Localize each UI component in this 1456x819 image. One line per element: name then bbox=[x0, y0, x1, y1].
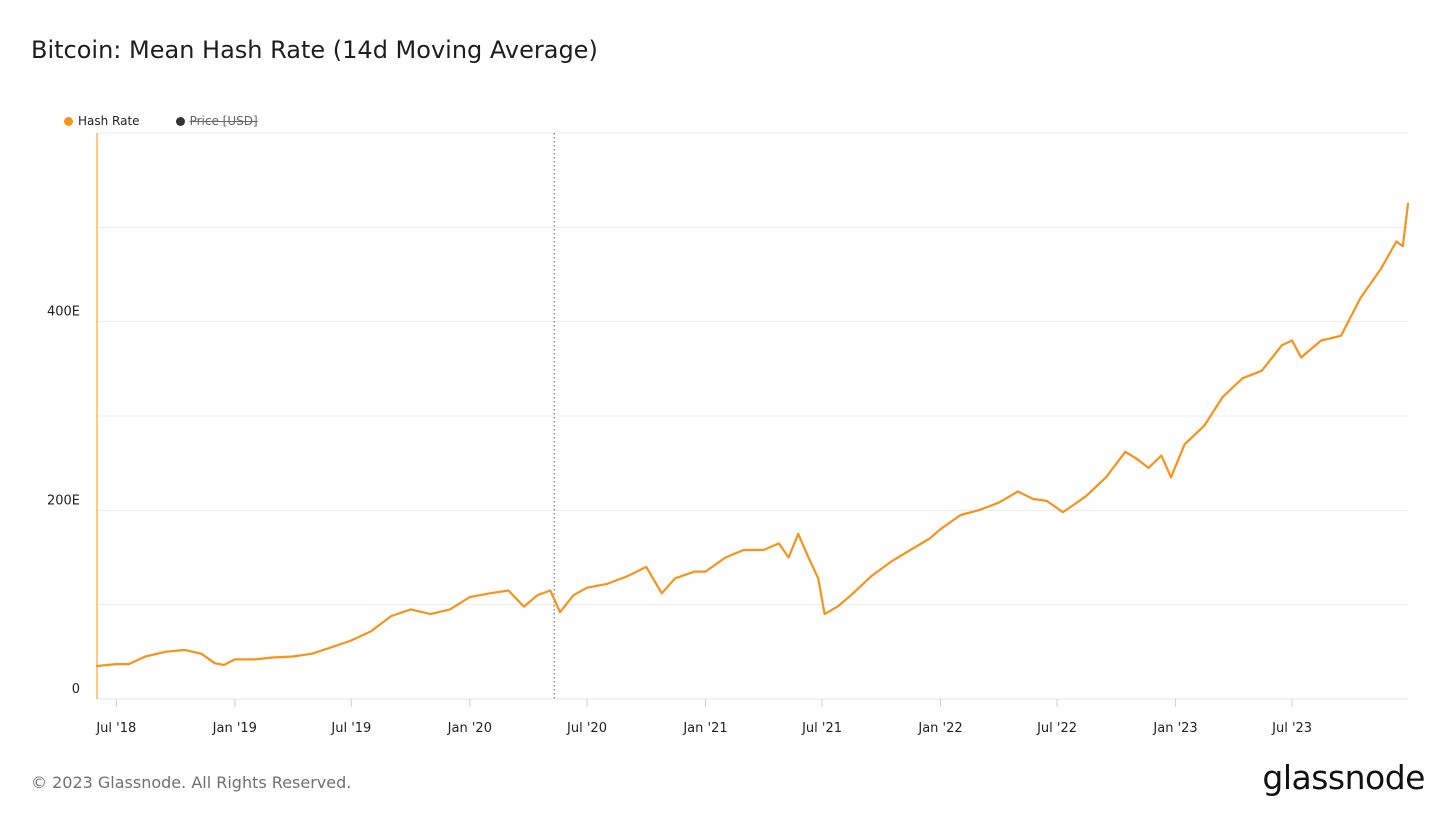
y-tick-label: 0 bbox=[72, 682, 80, 697]
chart-title: Bitcoin: Mean Hash Rate (14d Moving Aver… bbox=[31, 36, 598, 64]
y-tick-label: 200E bbox=[47, 493, 80, 508]
x-tick-label: Jul '20 bbox=[566, 721, 607, 736]
y-tick-label: 400E bbox=[47, 305, 80, 320]
x-tick-label: Jan '20 bbox=[447, 721, 492, 736]
hash-rate-chart[interactable]: 0 200E 400E Jul '18 Jan '19 Jul '19 Jan '20 Jul… bbox=[0, 0, 1456, 740]
legend-label-price: Price [USD] bbox=[189, 114, 258, 128]
x-tick-label: Jul '21 bbox=[801, 721, 842, 736]
x-tick-label: Jul '23 bbox=[1271, 721, 1312, 736]
legend-dot-hash-rate bbox=[64, 116, 73, 126]
x-tick-label: Jul '19 bbox=[330, 721, 371, 736]
legend-dot-price bbox=[175, 116, 185, 126]
legend-item-hash-rate[interactable]: Hash Rate bbox=[64, 114, 140, 128]
legend-item-price[interactable]: Price [USD] bbox=[175, 114, 258, 128]
x-tick-label: Jul '22 bbox=[1036, 721, 1077, 736]
hash-rate-series-line bbox=[95, 202, 1410, 668]
x-tick-label: Jan '22 bbox=[917, 721, 962, 736]
x-tick-label: Jul '18 bbox=[95, 721, 136, 736]
x-tick-label: Jan '19 bbox=[212, 721, 257, 736]
x-tick-label: Jan '23 bbox=[1152, 721, 1197, 736]
legend-label-hash-rate: Hash Rate bbox=[78, 114, 140, 128]
glassnode-logo: glassnode bbox=[1262, 758, 1425, 797]
chart-legend: Hash Rate Price [USD] bbox=[64, 112, 294, 130]
x-tick-label: Jan '21 bbox=[682, 721, 727, 736]
copyright-text: © 2023 Glassnode. All Rights Reserved. bbox=[31, 773, 352, 792]
